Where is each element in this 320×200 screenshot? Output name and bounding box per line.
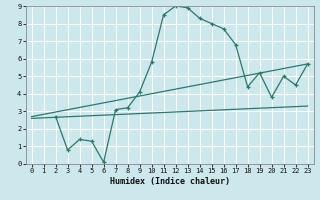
X-axis label: Humidex (Indice chaleur): Humidex (Indice chaleur) (109, 177, 230, 186)
